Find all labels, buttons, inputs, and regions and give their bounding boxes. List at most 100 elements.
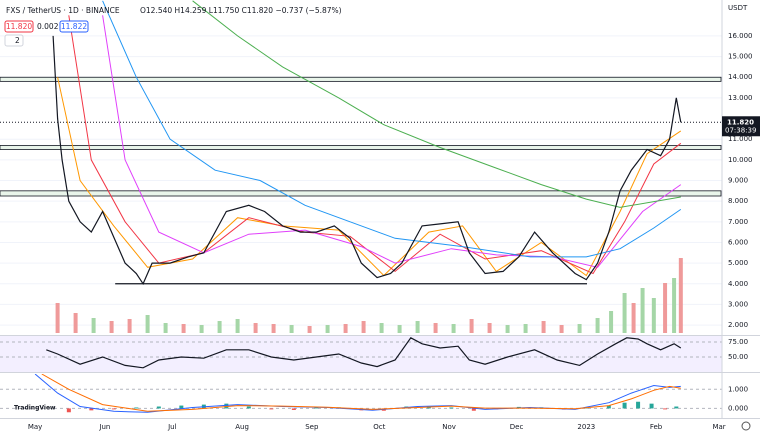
y-tick-label: 5.000 [728,259,748,267]
x-tick-label: Jul [167,423,177,431]
zone [0,190,722,197]
symbol[interactable]: FXS / TetherUS · 1D · BINANCE [6,6,120,15]
x-tick-label: Sep [305,423,319,431]
y-tick-label: 3.000 [728,300,748,308]
volume-bar [433,323,438,333]
volume-bar [109,321,114,333]
volume-bar [253,323,258,333]
volume-bar [415,321,420,333]
volume-bar [325,325,330,333]
volume-bar [235,319,240,333]
spread: 0.002 [37,22,59,31]
volume-bar [541,321,546,333]
ask-box[interactable] [59,20,89,33]
y-tick-label: 50.00 [728,353,748,361]
indicator-line [68,15,682,275]
indicator-line [102,15,682,268]
countdown: 07:38:39 [725,126,756,134]
y-tick-label: 14.000 [728,73,753,81]
volume-bar [343,324,348,333]
rsi-line [46,337,682,369]
histogram-bar [66,408,71,413]
x-tick-label: May [28,423,42,431]
volume-bar [127,319,132,333]
histogram-bar [111,408,116,410]
volume-bar [163,323,168,333]
histogram-bar [156,406,161,409]
y-tick-label: 8.000 [728,197,748,205]
histogram-bar [663,408,668,410]
volume-bar [199,325,204,333]
histogram-bar [291,408,296,410]
zone [0,145,722,150]
histogram-bar [179,405,184,409]
rsi-band [0,336,722,372]
x-tick-label: Mar [712,423,725,431]
volume-bar [469,319,474,333]
currency[interactable]: USDT [728,4,748,12]
indicators-count: 2 [15,36,20,45]
volume-bar [505,325,510,333]
indicator-line [192,0,681,208]
volume-bar [651,298,656,333]
volume-bar [559,325,564,333]
price-line [52,35,682,286]
histogram-bar [606,405,611,409]
bid: 11.820 [6,22,32,31]
volume-bar [631,303,636,333]
y-tick-label: 11.000 [728,135,753,143]
y-tick-label: 1.000 [728,385,748,393]
x-tick-label: Jun [98,423,110,431]
indicators-toggle[interactable] [4,34,24,47]
volume-bar [289,325,294,333]
ohlc: O12.540 H14.259 L11.750 C11.820 −0.737 (… [140,6,342,15]
volume-bar [640,288,645,333]
volume-bar [622,293,627,333]
volume-bar [307,326,312,333]
x-tick-label: Oct [373,423,385,431]
last-price-label: 11.820 [727,118,754,126]
y-tick-label: 15.000 [728,53,753,61]
zone [0,76,722,82]
indicator-line [41,374,681,412]
last-price-box [722,116,760,137]
volume-bar [361,321,366,333]
volume-bar [487,323,492,333]
y-tick-label: 6.000 [728,238,748,246]
volume-bar [672,278,677,333]
volume-bar [609,311,614,333]
volume-bar [91,318,96,333]
logo[interactable]: TradingView [14,405,56,412]
volume-bar [145,315,150,333]
histogram-bar [674,406,679,409]
ask: 11.822 [61,22,87,31]
volume-bar [397,325,402,333]
y-tick-label: 13.000 [728,94,753,102]
volume-bar [73,313,78,333]
bid-box[interactable] [4,20,34,33]
histogram-bar [314,407,319,409]
y-tick-label: 4.000 [728,280,748,288]
price-pane [0,0,722,333]
y-tick-label: 9.000 [728,177,748,185]
volume-bar [577,324,582,333]
settings-icon[interactable] [741,421,751,431]
volume-bar [523,324,528,333]
x-tick-label: Feb [650,423,663,431]
indicator-line [102,0,682,258]
y-tick-label: 10.000 [728,156,753,164]
histogram-bar [269,408,274,410]
x-tick-label: Dec [510,423,524,431]
volume-bar [379,323,384,333]
y-tick-label: 7.000 [728,218,748,226]
x-tick-label: 2023 [577,423,595,431]
rsi-pane [0,337,722,369]
volume-bar [181,324,186,333]
x-tick-label: Aug [235,423,249,431]
histogram-bar [246,406,251,409]
histogram-bar [622,402,627,409]
histogram-bar [449,407,454,409]
histogram-bar [224,403,229,409]
